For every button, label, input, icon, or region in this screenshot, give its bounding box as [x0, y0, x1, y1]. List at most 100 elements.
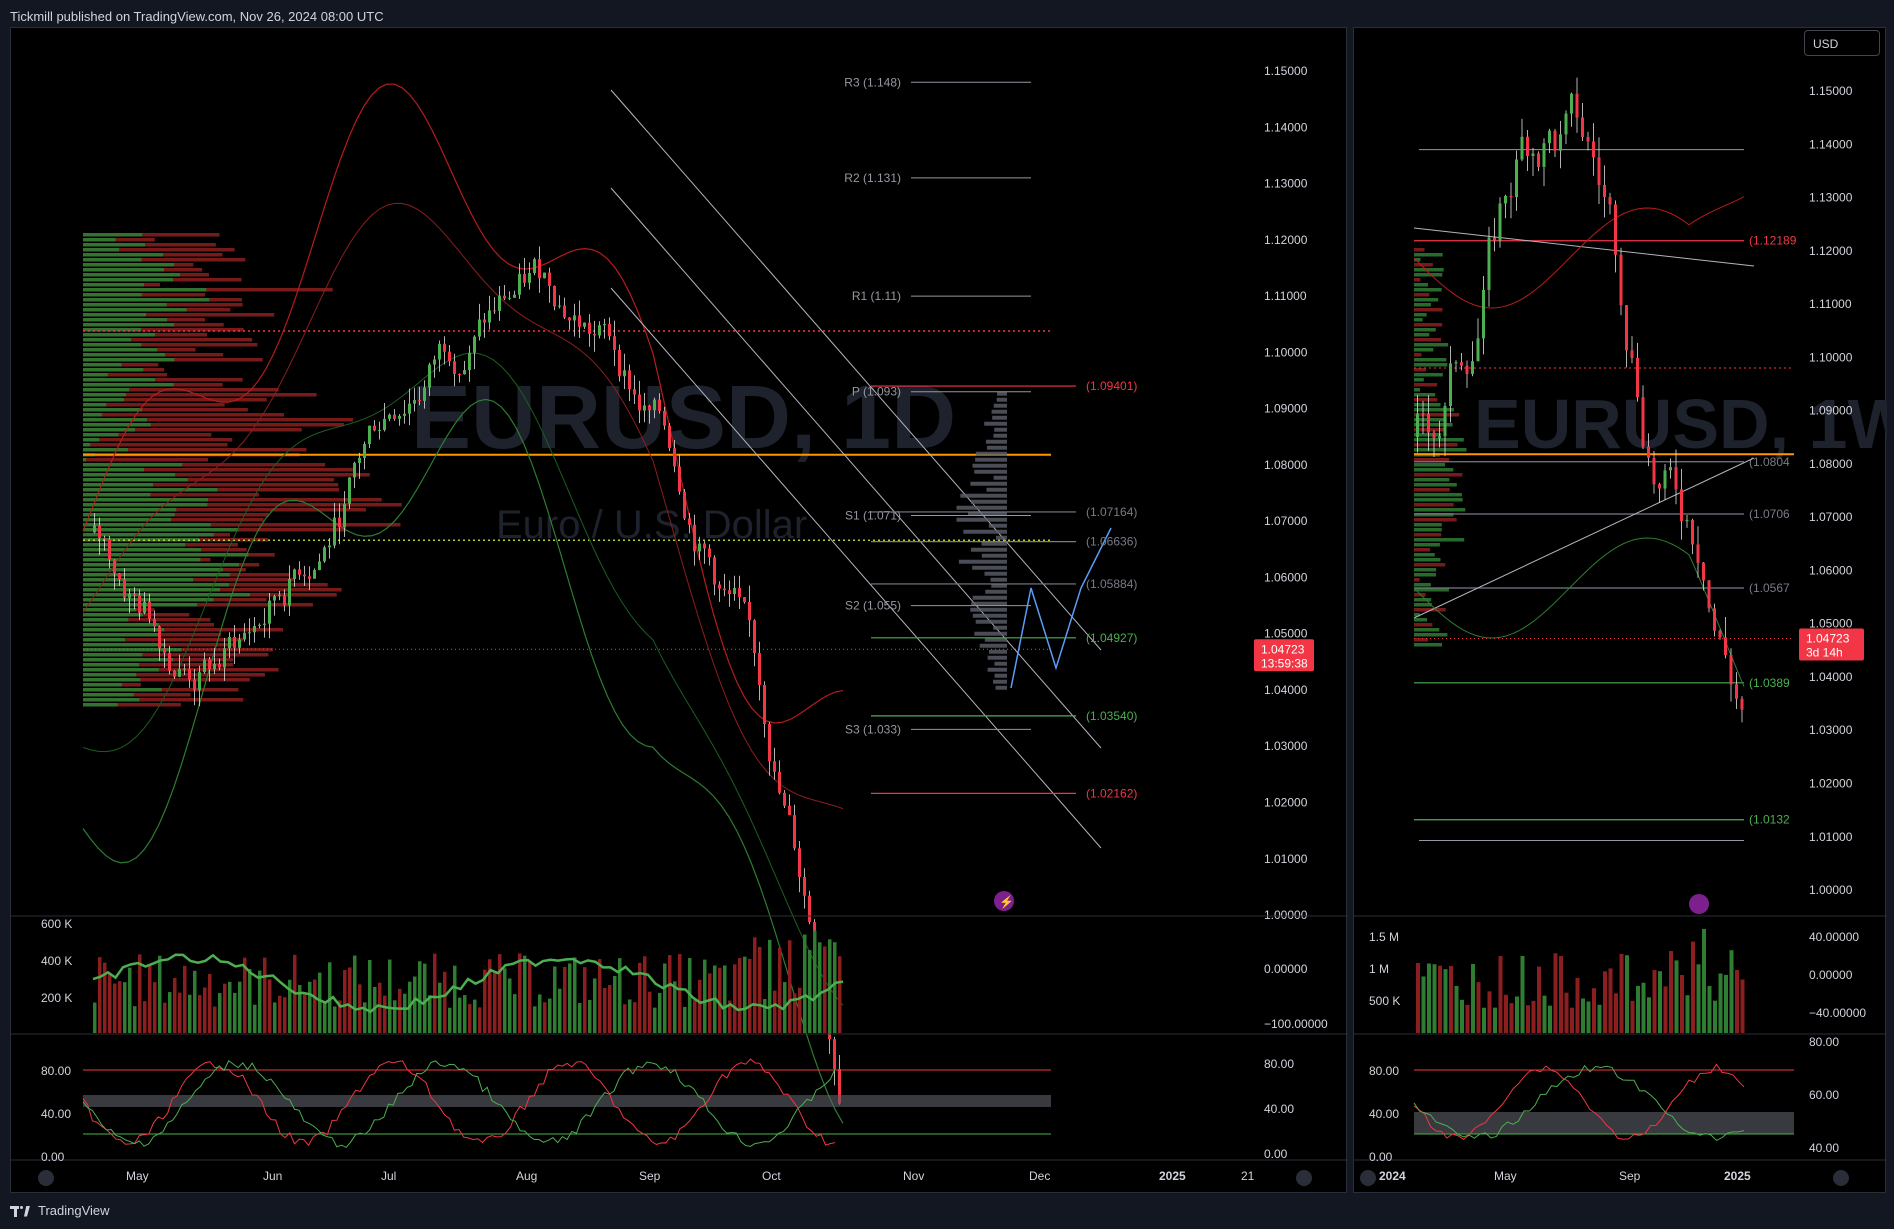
session-volume-bar — [987, 445, 1007, 450]
side-price-tick: 1.04000 — [1809, 670, 1853, 684]
side-volume-bar — [1685, 995, 1690, 1033]
candle-body — [188, 668, 191, 680]
volume-profile-bar-sell — [83, 343, 258, 347]
volume-bar — [548, 998, 552, 1033]
side-band — [1413, 537, 1745, 687]
side-volume-profile-bar — [1414, 323, 1443, 327]
volume-profile-bar-buy — [83, 333, 155, 337]
volume-bar — [578, 1002, 582, 1033]
side-price-tick: 1.13000 — [1809, 191, 1853, 205]
side-level-label: (1.0132 — [1749, 813, 1790, 827]
volume-profile-bar-sell — [83, 378, 243, 382]
brand-name: TradingView — [38, 1203, 110, 1218]
side-volume-profile-bar — [1414, 393, 1436, 397]
currency-button[interactable]: USD — [1804, 30, 1880, 56]
candle-body — [683, 491, 686, 519]
volume-profile-bar-buy — [83, 483, 154, 487]
volume-bar — [513, 994, 517, 1033]
volume-profile-bar-buy — [83, 693, 134, 697]
side-volume-profile-bar — [1414, 573, 1436, 577]
side-volume-profile-bar — [1414, 363, 1448, 367]
volume-bar — [363, 1002, 367, 1033]
volume-profile-bar-sell — [83, 458, 208, 462]
oscillator-line — [92, 953, 844, 1014]
side-volume-bar — [1443, 969, 1448, 1033]
volume-profile-bar-buy — [83, 418, 147, 422]
side-candle-body — [1647, 446, 1650, 458]
volume-profile-bar-buy — [83, 378, 156, 382]
side-volume-bar — [1515, 996, 1519, 1033]
volume-bar — [228, 981, 232, 1033]
side-candle-body — [1509, 195, 1513, 198]
volume-profile-bar-buy — [83, 243, 146, 247]
side-volume-profile-bar — [1414, 503, 1454, 507]
side-volume-bar — [1718, 973, 1723, 1033]
side-osc-tick: 0.00000 — [1809, 968, 1853, 982]
candle-body — [663, 410, 666, 426]
session-volume-bar — [970, 607, 1007, 612]
candle-body — [538, 259, 541, 279]
session-volume-bar — [970, 547, 1007, 552]
candle-body — [798, 848, 801, 877]
side-stoch-band — [1414, 1112, 1794, 1134]
side-volume-profile-bar — [1414, 618, 1428, 622]
volume-profile-bar-buy — [83, 608, 137, 612]
side-chart-panel[interactable]: EURUSD, 1W (1.12189 (1.0804 (1.0706 (1.0567 (… — [1353, 27, 1894, 1194]
volume-bar — [833, 942, 837, 1033]
side-volume-profile-bar — [1414, 483, 1457, 487]
side-volume-profile-bar — [1414, 643, 1443, 647]
volume-profile-bar-sell — [83, 518, 264, 522]
pivot-label: S2 (1.055) — [845, 599, 901, 613]
volume-bar — [323, 1003, 327, 1033]
side-volume-profile-bar — [1414, 318, 1423, 322]
side-lightning-icon — [1689, 894, 1709, 914]
volume-bar — [273, 1002, 277, 1033]
candle-body — [98, 525, 101, 539]
volume-profile-bar-sell — [83, 463, 326, 467]
tradingview-brand[interactable]: TradingView — [10, 1203, 110, 1218]
volume-profile-bar-sell — [83, 638, 243, 642]
volume-profile-bar-buy — [83, 638, 125, 642]
volume-profile-bar-sell — [83, 448, 307, 452]
side-volume-bar — [1652, 969, 1657, 1033]
volume-bar — [183, 965, 187, 1033]
volume-profile-bar-sell — [83, 408, 248, 412]
side-stoch-left-tick: 0.00 — [1369, 1150, 1393, 1164]
candle-body — [553, 285, 556, 307]
side-candle-body — [1740, 698, 1744, 710]
volume-bar — [238, 981, 242, 1033]
candle-body — [483, 319, 486, 323]
side-chart[interactable]: EURUSD, 1W (1.12189 (1.0804 (1.0706 (1.0567 (… — [1354, 28, 1894, 1194]
candle-body — [123, 579, 126, 598]
volume-profile-bar-sell — [83, 398, 267, 402]
side-candle-body — [1438, 436, 1441, 439]
side-volume-bar — [1603, 971, 1607, 1033]
candle-body — [633, 389, 636, 395]
side-price-tick: 1.12000 — [1809, 244, 1853, 258]
main-chart[interactable]: EURUSD, 1D Euro / U.S. Dollar R3 (1.148) R2… — [11, 28, 1348, 1194]
volume-bar — [623, 1004, 627, 1033]
candle-body — [233, 636, 236, 648]
side-volume-profile-bar — [1414, 448, 1467, 452]
footer: TradingView — [0, 1195, 1894, 1229]
volume-profile-bar-buy — [83, 523, 211, 527]
side-volume-bar — [1526, 1005, 1530, 1033]
volume-bar — [508, 978, 512, 1033]
session-volume-bar — [991, 409, 1007, 414]
volume-bar — [93, 1002, 97, 1033]
volume-bar — [488, 959, 492, 1033]
main-chart-panel[interactable]: EURUSD, 1D Euro / U.S. Dollar R3 (1.148) R2… — [10, 27, 1348, 1194]
side-volume-bar — [1641, 982, 1646, 1033]
candle-body — [263, 623, 266, 625]
volume-bar — [693, 1000, 697, 1033]
candle-body — [423, 387, 426, 401]
price-tick: 1.15000 — [1264, 64, 1308, 78]
session-volume-bar — [963, 529, 1007, 534]
volume-profile-bar-buy — [83, 263, 175, 267]
side-candle-body — [1592, 141, 1595, 158]
side-volume-profile-bar — [1414, 413, 1460, 417]
level-label: (1.06636) — [1086, 535, 1137, 549]
stoch-mid-band — [83, 1095, 1051, 1107]
volume-profile-bar-buy — [83, 628, 165, 632]
volume-profile-bar-buy — [83, 428, 135, 432]
